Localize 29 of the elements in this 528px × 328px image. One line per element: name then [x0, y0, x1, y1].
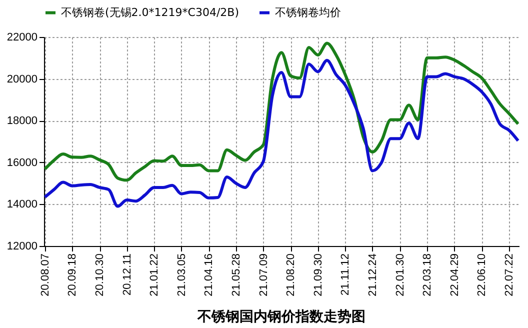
x-tick-label: 22.01.30: [394, 254, 406, 296]
x-tick-label: 20.08.07: [39, 254, 52, 296]
y-tick-label: 16000: [6, 156, 38, 169]
x-tick-label: 21.12.24: [366, 254, 379, 296]
x-tick-label: 20.09.18: [66, 254, 79, 296]
line-series: [43, 42, 520, 182]
x-tick-label: 22.04.29: [448, 254, 461, 296]
y-tick-label: 14000: [6, 198, 38, 211]
x-tick-label: 21.03.05: [176, 254, 188, 296]
x-tick-label: 21.08.20: [285, 254, 298, 296]
x-tick-label: 22.07.22: [503, 254, 516, 296]
line-series: [43, 58, 520, 208]
x-tick-label: 20.12.11: [121, 254, 134, 296]
text: 不锈钢国内钢价指数走势图: [196, 308, 366, 325]
x-tick-label: 22.06.10: [476, 254, 488, 296]
x-tick-label: 21.05.28: [230, 254, 242, 296]
x-tick-label: 21.04.16: [203, 254, 216, 296]
x-tick-label: 22.03.18: [422, 254, 434, 296]
y-tick-label: 22000: [6, 32, 38, 44]
legend-label: 不锈钢卷均价: [275, 6, 341, 19]
x-tick-label: 20.10.30: [94, 254, 106, 296]
x-tick-label: 21.09.30: [312, 254, 324, 296]
x-tick-label: 21.11.12: [340, 254, 352, 296]
x-tick-label: 21.07.09: [258, 254, 270, 296]
y-tick-label: 20000: [6, 73, 38, 86]
y-tick-label: 12000: [6, 240, 38, 252]
y-tick-label: 18000: [6, 115, 38, 128]
x-tick-label: 21.01.22: [148, 254, 161, 296]
legend-label: 不锈钢卷(无锡2.0*1219*C304/2B): [61, 6, 239, 19]
